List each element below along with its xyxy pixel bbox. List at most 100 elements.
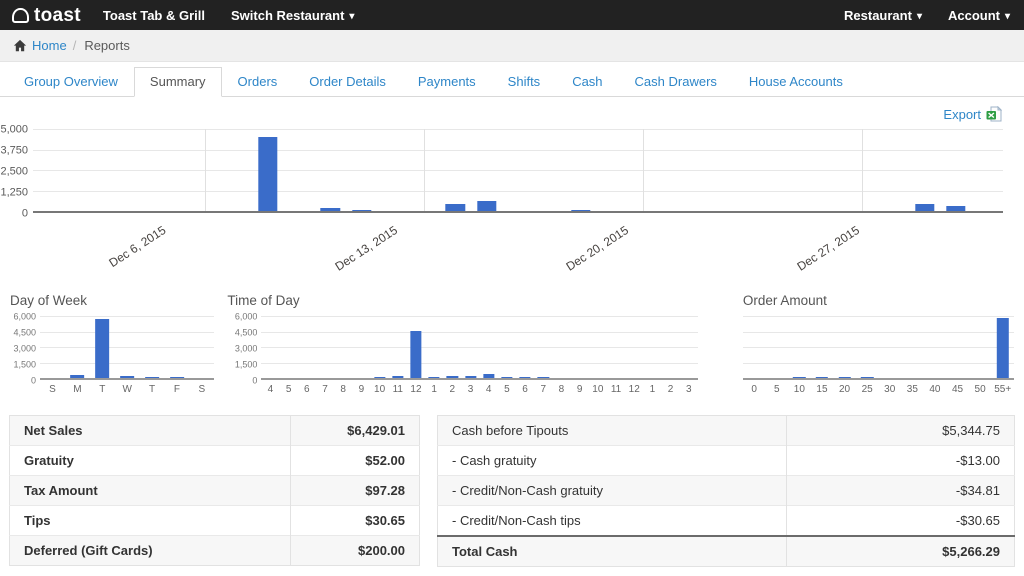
x-tick-label: S [40, 384, 65, 395]
gridline [33, 129, 1003, 130]
chart-plot [261, 316, 698, 380]
home-icon [13, 39, 27, 53]
table-row: Tax Amount$97.28 [10, 476, 420, 506]
top-nav-bar: toast Toast Tab & Grill Switch Restauran… [0, 0, 1024, 30]
time-of-day-chart: Time of Day6,0004,5003,0001,500045678910… [227, 293, 698, 395]
x-tick-label: 9 [352, 384, 370, 395]
row-label: - Credit/Non-Cash tips [438, 506, 787, 537]
restaurant-menu-label: Restaurant [844, 8, 912, 23]
caret-down-icon: ▾ [349, 11, 354, 22]
tab-shifts[interactable]: Shifts [492, 67, 557, 97]
y-tick-label: 0 [252, 376, 257, 386]
main-chart-plot [33, 129, 1003, 213]
gridline [261, 332, 698, 333]
export-button[interactable]: Export [943, 106, 1002, 122]
x-tick-label: 11 [389, 384, 407, 395]
y-tick-label: 3,750 [0, 145, 28, 157]
summary-tables: Net Sales$6,429.01Gratuity$52.00Tax Amou… [0, 415, 1024, 567]
x-tick-label: 50 [969, 384, 992, 395]
main-chart-x-axis: Dec 6, 2015Dec 13, 2015Dec 20, 2015Dec 2… [0, 213, 1024, 271]
row-label: Tax Amount [10, 476, 291, 506]
table-row: Net Sales$6,429.01 [10, 416, 420, 446]
toast-reports-page: toast Toast Tab & Grill Switch Restauran… [0, 0, 1024, 576]
bar [793, 377, 805, 379]
bar [501, 377, 512, 379]
x-tick-label: T [90, 384, 115, 395]
y-tick-label: 5,000 [0, 124, 28, 136]
row-label: Total Cash [438, 536, 787, 567]
tab-cash[interactable]: Cash [556, 67, 618, 97]
chart-title: Order Amount [743, 293, 1014, 308]
row-label: Tips [10, 506, 291, 536]
row-value: -$30.65 [787, 506, 1015, 537]
date-tick-label: Dec 20, 2015 [563, 223, 630, 274]
x-tick-label: 2 [661, 384, 679, 395]
table-row: Tips$30.65 [10, 506, 420, 536]
bar [170, 377, 184, 379]
gridline [261, 347, 698, 348]
tab-house-accounts[interactable]: House Accounts [733, 67, 859, 97]
bar [946, 206, 965, 211]
tab-cash-drawers[interactable]: Cash Drawers [619, 67, 733, 97]
bar [321, 208, 340, 211]
row-value: $5,344.75 [787, 416, 1015, 446]
tab-orders[interactable]: Orders [222, 67, 294, 97]
x-tick-label: 10 [589, 384, 607, 395]
gridline [743, 363, 1014, 364]
bar [915, 204, 934, 211]
row-value: $5,266.29 [787, 536, 1015, 567]
bar [447, 376, 458, 378]
table-row: - Cash gratuity-$13.00 [438, 446, 1015, 476]
x-tick-label: 15 [811, 384, 834, 395]
caret-down-icon: ▾ [1005, 11, 1010, 22]
export-excel-icon [986, 106, 1002, 122]
y-tick-label: 4,500 [13, 328, 36, 338]
gridline [40, 347, 214, 348]
x-tick-label: F [165, 384, 190, 395]
bar [446, 204, 465, 211]
caret-down-icon: ▾ [917, 11, 922, 22]
x-tick-label: 1 [425, 384, 443, 395]
date-tick-label: Dec 13, 2015 [332, 223, 399, 274]
bar [477, 201, 496, 212]
y-tick-label: 3,000 [235, 344, 258, 354]
bar [120, 376, 134, 378]
x-tick-label: 2 [443, 384, 461, 395]
tab-summary[interactable]: Summary [134, 67, 222, 97]
tab-order-details[interactable]: Order Details [293, 67, 402, 97]
switch-restaurant-menu[interactable]: Switch Restaurant▾ [231, 8, 354, 23]
x-tick-label: 11 [607, 384, 625, 395]
x-tick-label: 7 [534, 384, 552, 395]
breadcrumb-home-link[interactable]: Home [32, 38, 67, 53]
x-tick-label: 10 [370, 384, 388, 395]
gridline [40, 316, 214, 317]
bar [483, 374, 494, 378]
x-tick-label: 5 [498, 384, 516, 395]
restaurant-menu[interactable]: Restaurant ▾ [844, 8, 922, 23]
week-gridline [205, 129, 206, 211]
tab-group-overview[interactable]: Group Overview [8, 67, 134, 97]
gridline [743, 316, 1014, 317]
net-sales-by-day-chart: 5,0003,7502,5001,2500 Dec 6, 2015Dec 13,… [0, 129, 1024, 271]
gridline [261, 316, 698, 317]
x-tick-label: 20 [833, 384, 856, 395]
bar [519, 377, 530, 379]
table-row: Gratuity$52.00 [10, 446, 420, 476]
y-tick-label: 1,500 [235, 360, 258, 370]
breadcrumb-current: Reports [84, 38, 130, 53]
toast-logo[interactable]: toast [12, 6, 81, 25]
row-label: - Credit/Non-Cash gratuity [438, 476, 787, 506]
x-tick-label: 8 [334, 384, 352, 395]
chart-x-axis: 456789101112123456789101112123 [261, 384, 698, 395]
x-tick-label: 12 [625, 384, 643, 395]
row-label: Deferred (Gift Cards) [10, 536, 291, 566]
account-menu[interactable]: Account▾ [948, 8, 1010, 23]
bar [392, 376, 403, 378]
bar [429, 377, 440, 379]
row-label: Gratuity [10, 446, 291, 476]
export-row: Export [0, 97, 1024, 124]
tab-payments[interactable]: Payments [402, 67, 492, 97]
breadcrumb-separator: / [73, 38, 77, 53]
row-value: -$34.81 [787, 476, 1015, 506]
report-tabs: Group OverviewSummaryOrdersOrder Details… [0, 62, 1024, 97]
